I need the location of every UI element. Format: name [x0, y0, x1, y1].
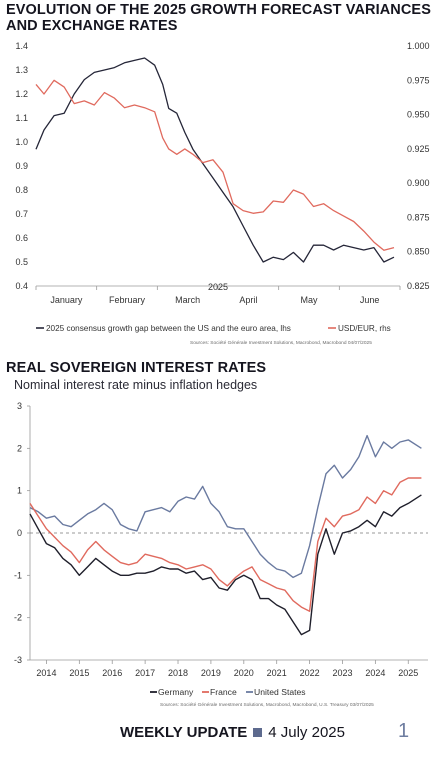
chart1-left-tick-label: 0.6: [15, 233, 28, 243]
chart1-source: Sources: Société Générale Investment Sol…: [190, 341, 372, 346]
chart2-y-tick-label: -2: [14, 613, 22, 623]
chart2-y-tick-label: -1: [14, 570, 22, 580]
series-line-growth-gap: [35, 57, 395, 263]
chart1-left-tick-label: 1.0: [15, 137, 28, 147]
chart2-x-tick-label: 2024: [365, 668, 385, 678]
chart2-x-tick-label: 2016: [102, 668, 122, 678]
chart1-right-tick-label: 0.950: [407, 110, 430, 120]
chart1-x-tick-label: February: [109, 295, 146, 305]
chart1-left-tick-label: 1.3: [15, 65, 28, 75]
page-number: 1: [398, 720, 410, 742]
chart1-x-tick-label: May: [300, 295, 318, 305]
chart1-right-tick-label: 0.850: [407, 247, 430, 257]
chart1-x-tick-label: March: [175, 295, 200, 305]
chart-real-rates: -3 -2 -1 0 1 2 3 2014 2015 2016 2017 2018 2019 2020 20…: [14, 401, 428, 697]
chart1-x-year-label: 2025: [208, 282, 228, 292]
chart1-x-tick-label: January: [50, 295, 83, 305]
chart1-right-tick-label: 0.925: [407, 144, 430, 154]
footer-label: WEEKLY UPDATE: [120, 724, 248, 741]
chart2-x-tick-label: 2025: [398, 668, 418, 678]
chart1-right-tick-label: 0.900: [407, 178, 430, 188]
chart2-title: REAL SOVEREIGN INTEREST RATES: [6, 360, 267, 376]
legend-label-france: France: [210, 687, 237, 697]
chart2-y-tick-label: 1: [17, 486, 22, 496]
chart2-x-tick-label: 2021: [267, 668, 287, 678]
chart2-x-tick-label: 2017: [135, 668, 155, 678]
chart2-x-tick-label: 2019: [201, 668, 221, 678]
series-line-united-states: [29, 434, 422, 579]
chart2-x-tick-label: 2014: [36, 668, 56, 678]
chart1-left-tick-label: 0.7: [15, 209, 28, 219]
chart-growth-fx: 0.4 0.5 0.6 0.7 0.8 0.9 1.0 1.1 1.2 1.3 1.4 0.825 0.…: [15, 41, 430, 333]
chart1-right-tick-label: 1.000: [407, 41, 430, 51]
legend-label-growth-gap: 2025 consensus growth gap between the US…: [46, 324, 291, 333]
series-line-france: [29, 477, 422, 613]
chart1-x-tick-label: June: [360, 295, 380, 305]
footer-square-icon: [253, 728, 263, 738]
chart1-right-tick-label: 0.975: [407, 75, 430, 85]
chart2-x-tick-label: 2020: [234, 668, 254, 678]
chart1-x-tick-label: April: [239, 295, 257, 305]
footer-date: 4 July 2025: [268, 724, 345, 741]
chart1-left-tick-label: 1.4: [15, 41, 28, 51]
chart1-left-tick-label: 0.4: [15, 281, 28, 291]
chart1-left-tick-label: 1.2: [15, 89, 28, 99]
series-line-germany: [29, 494, 422, 636]
chart2-y-tick-label: 3: [17, 401, 22, 411]
legend-label-united-states: United States: [254, 687, 306, 697]
chart2-y-tick-label: 0: [17, 528, 22, 538]
chart2-source: Sources: Société Générale Investment Sol…: [160, 703, 374, 708]
chart1-title: EVOLUTION OF THE 2025 GROWTH FORECAST VA…: [6, 2, 431, 34]
chart1-left-tick-label: 1.1: [15, 113, 28, 123]
chart2-x-tick-label: 2018: [168, 668, 188, 678]
footer: WEEKLY UPDATE 4 July 2025: [120, 724, 345, 741]
chart2-x-tick-label: 2023: [332, 668, 352, 678]
chart2-y-tick-label: 2: [17, 443, 22, 453]
chart1-right-tick-label: 0.875: [407, 212, 430, 222]
chart1-left-tick-label: 0.9: [15, 161, 28, 171]
chart1-right-tick-label: 0.825: [407, 281, 430, 291]
legend-label-usd-eur: USD/EUR, rhs: [338, 324, 391, 333]
chart1-left-tick-label: 0.8: [15, 185, 28, 195]
chart2-y-tick-label: -3: [14, 655, 22, 665]
chart2-x-tick-label: 2022: [300, 668, 320, 678]
chart2-subtitle: Nominal interest rate minus inflation he…: [14, 378, 258, 392]
series-line-usd-eur: [35, 79, 395, 251]
chart2-x-tick-label: 2015: [69, 668, 89, 678]
legend-label-germany: Germany: [158, 687, 194, 697]
chart1-left-tick-label: 0.5: [15, 257, 28, 267]
